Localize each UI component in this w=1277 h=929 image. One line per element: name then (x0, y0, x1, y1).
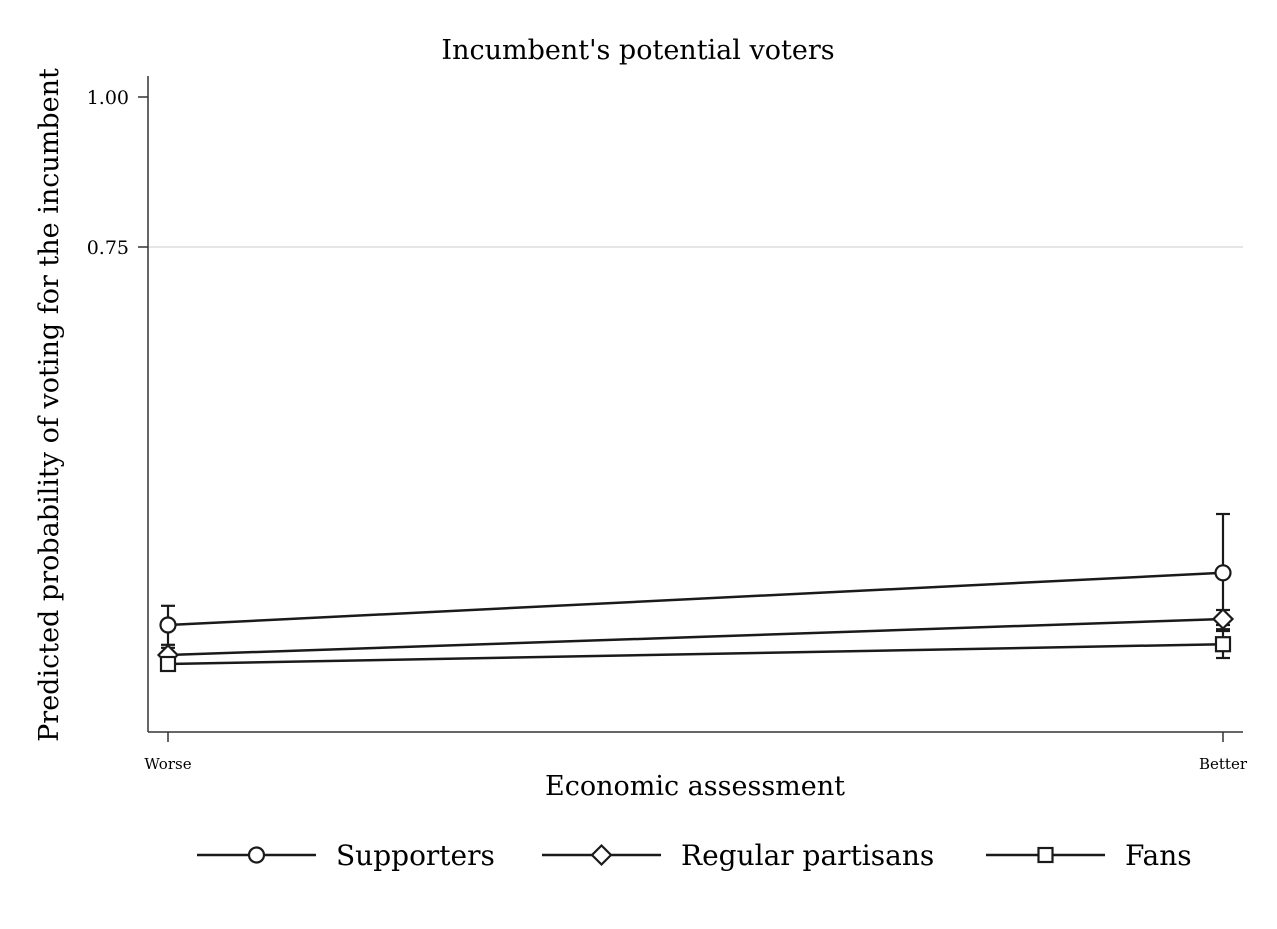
x-tick-label: Worse (144, 755, 191, 773)
data-point-diamond (1211, 607, 1235, 631)
series-line (167, 642, 1224, 666)
series-layer (156, 512, 1235, 673)
chart-title: Incumbent's potential voters (441, 35, 834, 66)
series-line (167, 571, 1224, 627)
y-tick-label: 1.00 (87, 87, 129, 109)
data-point-square (159, 655, 177, 673)
x-axis-label: Economic assessment (545, 771, 845, 802)
legend-label: Supporters (336, 839, 495, 872)
data-point-square (1214, 636, 1232, 653)
y-tick-label: 0.75 (87, 237, 129, 259)
x-tick-label: Better (1199, 755, 1248, 773)
x-axis-ticks: Worse Better (144, 732, 1248, 773)
legend-marker-circle (247, 846, 266, 864)
data-point-circle (1214, 564, 1232, 582)
y-axis-label: Predicted probability of voting for the … (34, 68, 65, 742)
legend: Supporters Regular partisans Fans (197, 839, 1192, 872)
legend-item: Supporters (197, 839, 495, 872)
legend-item: Regular partisans (542, 839, 934, 872)
legend-label: Regular partisans (681, 839, 934, 872)
legend-marker-square (1037, 846, 1054, 864)
data-point-circle (159, 616, 177, 634)
legend-label: Fans (1125, 839, 1192, 872)
legend-item: Fans (986, 839, 1192, 872)
y-axis-ticks: 0.75 1.00 (87, 87, 148, 259)
legend-marker-diamond (590, 843, 613, 867)
series-line (167, 617, 1224, 657)
